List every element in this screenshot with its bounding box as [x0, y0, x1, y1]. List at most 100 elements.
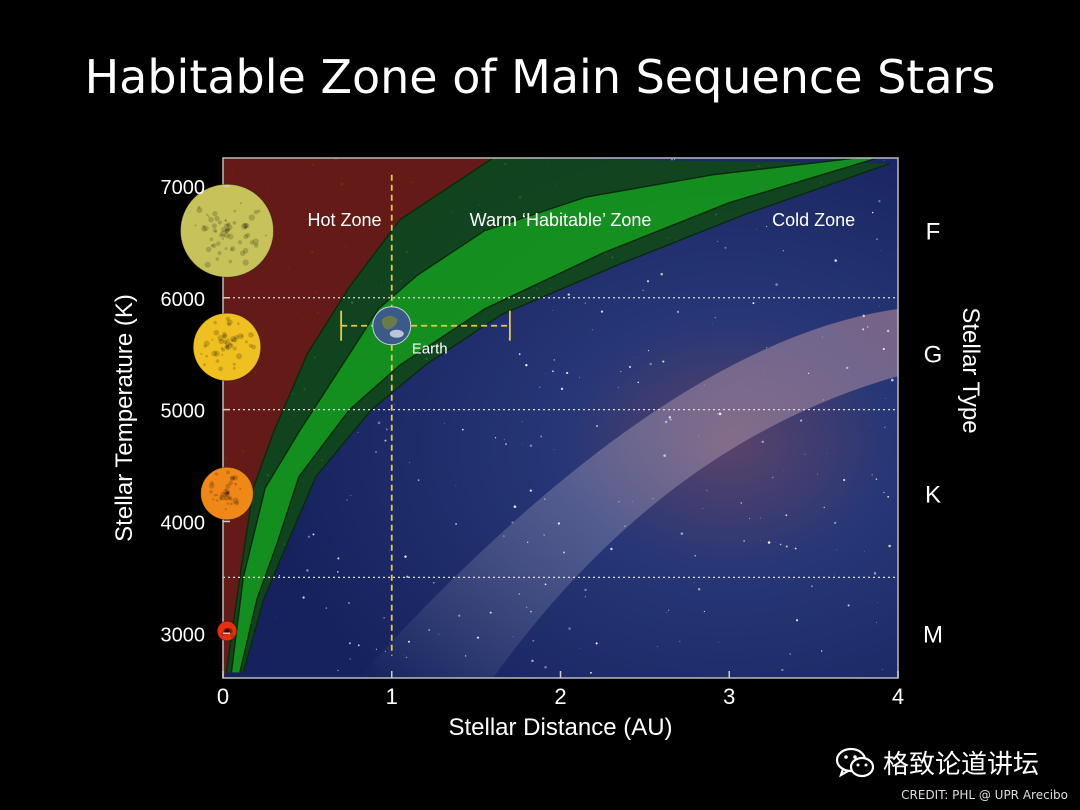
star-texture — [227, 233, 234, 240]
star-texture — [227, 342, 234, 349]
star-texture — [221, 331, 227, 337]
star-texture — [223, 223, 229, 229]
background-star — [458, 614, 461, 617]
background-star — [664, 420, 668, 424]
background-star — [876, 238, 878, 241]
background-star — [875, 478, 878, 480]
star-texture — [224, 508, 227, 511]
background-star — [384, 650, 386, 652]
star-texture — [243, 222, 250, 229]
star-texture — [226, 223, 230, 227]
background-star — [807, 372, 810, 375]
background-star — [714, 316, 716, 319]
star-texture — [208, 483, 215, 489]
background-star — [600, 310, 604, 313]
background-star — [624, 525, 626, 528]
background-star — [503, 439, 505, 441]
background-star — [834, 521, 837, 524]
background-star — [648, 350, 650, 352]
background-star — [875, 622, 877, 624]
background-star — [455, 485, 457, 487]
star-texture — [217, 220, 222, 225]
star-texture — [239, 487, 242, 490]
background-star — [476, 636, 480, 639]
background-star — [870, 425, 871, 426]
star-texture — [226, 490, 231, 495]
background-star — [525, 364, 528, 367]
background-star — [278, 575, 281, 577]
background-star — [740, 502, 743, 504]
star-texture — [213, 350, 220, 357]
background-star — [336, 571, 339, 573]
star-texture — [228, 225, 233, 230]
background-star — [327, 468, 329, 470]
stellar-type-M: M — [923, 621, 943, 648]
background-star — [589, 671, 592, 674]
star-texture — [214, 230, 218, 233]
cold-zone-label: Cold Zone — [772, 210, 855, 230]
background-star — [795, 619, 799, 622]
background-star — [349, 658, 351, 660]
star-texture — [252, 238, 259, 245]
star-texture — [224, 219, 227, 222]
star-texture — [203, 340, 210, 347]
background-star — [521, 420, 523, 422]
background-star — [503, 535, 505, 537]
background-star — [375, 451, 377, 454]
star-texture — [226, 627, 233, 635]
background-star — [455, 523, 457, 525]
star-texture — [224, 628, 230, 634]
background-star — [888, 544, 891, 548]
star-texture — [211, 350, 218, 357]
background-star — [377, 421, 381, 425]
background-star — [591, 329, 593, 331]
star-texture — [210, 481, 214, 485]
background-star — [438, 633, 440, 635]
background-star — [518, 593, 520, 595]
background-star — [706, 489, 708, 491]
background-star — [274, 615, 276, 617]
background-star — [878, 306, 880, 307]
star-texture — [207, 215, 210, 218]
star-texture — [225, 316, 230, 321]
star-texture — [226, 629, 230, 633]
x-tick-label: 0 — [217, 684, 229, 709]
background-star — [560, 387, 564, 391]
star-texture — [223, 488, 230, 495]
background-star — [568, 627, 571, 630]
credit-text: CREDIT: PHL @ UPR Arecibo — [901, 788, 1068, 802]
background-star — [325, 607, 328, 609]
star-texture — [203, 344, 207, 348]
background-star — [518, 353, 521, 355]
background-star — [584, 588, 587, 592]
background-star — [598, 452, 599, 454]
zone-boundary-optimistic_outer — [242, 162, 890, 673]
background-star — [389, 549, 391, 551]
y-tick-label: 7000 — [161, 177, 206, 199]
background-star — [668, 609, 670, 611]
star-texture — [226, 319, 233, 326]
star-texture — [237, 240, 243, 245]
star-texture — [253, 243, 259, 248]
x-axis-label: Stellar Distance (AU) — [448, 714, 672, 741]
star-texture — [224, 340, 231, 347]
star-texture — [251, 344, 256, 350]
background-star — [822, 336, 824, 338]
background-star — [543, 534, 545, 536]
star-texture — [230, 634, 235, 638]
background-star — [862, 314, 865, 318]
star-texture — [227, 495, 232, 500]
background-star — [406, 575, 409, 578]
star-texture — [214, 472, 219, 476]
background-star — [409, 462, 410, 463]
background-star — [545, 373, 546, 374]
background-star — [408, 640, 410, 643]
star-texture — [226, 322, 232, 327]
stellar-type-K: K — [925, 481, 941, 508]
background-star — [864, 550, 865, 552]
background-star — [417, 479, 420, 481]
zone-boundary-conservative_inner — [230, 158, 856, 673]
background-star — [525, 606, 528, 608]
star-texture — [203, 363, 206, 367]
star-texture — [224, 247, 228, 251]
